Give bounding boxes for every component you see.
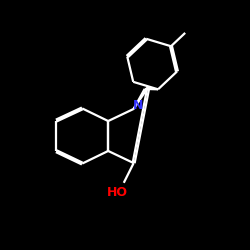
Text: N: N: [133, 99, 143, 112]
Text: HO: HO: [107, 186, 128, 199]
